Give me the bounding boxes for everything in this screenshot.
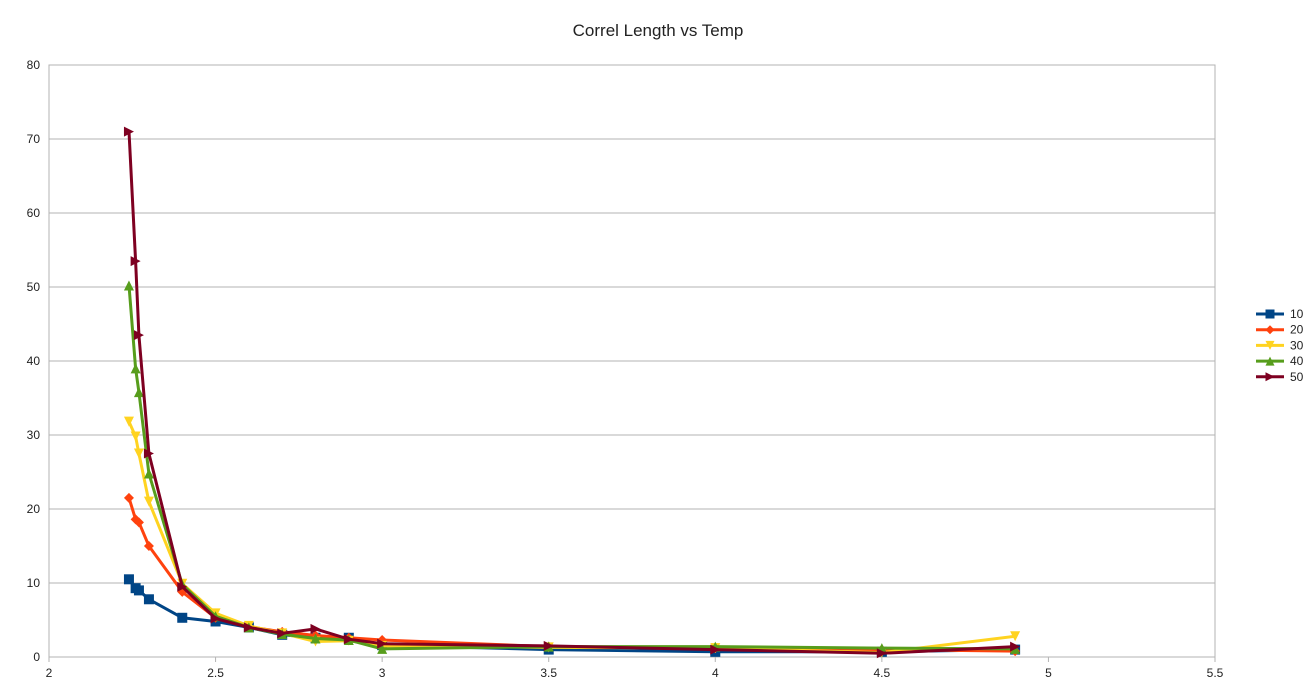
data-point-triangle-down bbox=[130, 431, 141, 442]
y-tick-label: 70 bbox=[27, 132, 41, 146]
legend-entry-20: 20 bbox=[1256, 323, 1304, 337]
x-tick-label: 2 bbox=[46, 666, 53, 680]
data-point-triangle-right bbox=[133, 330, 144, 341]
legend-label: 50 bbox=[1290, 370, 1304, 384]
legend-label: 30 bbox=[1290, 338, 1304, 352]
data-point-diamond bbox=[133, 517, 144, 528]
x-tick-label: 5 bbox=[1045, 666, 1052, 680]
x-tick-label: 3.5 bbox=[540, 666, 557, 680]
series-10 bbox=[123, 574, 1021, 657]
data-point-triangle-up bbox=[130, 363, 141, 374]
data-point-diamond bbox=[143, 541, 154, 551]
series-line-10 bbox=[127, 578, 1016, 654]
data-point-square bbox=[133, 585, 144, 596]
data-point-diamond bbox=[1265, 325, 1275, 335]
x-tick-label: 4.5 bbox=[874, 666, 891, 680]
series-30 bbox=[123, 416, 1021, 658]
data-point-triangle-up bbox=[133, 387, 144, 398]
legend-label: 10 bbox=[1290, 307, 1304, 321]
data-point-triangle-right bbox=[143, 448, 154, 459]
data-point-triangle-down bbox=[133, 448, 144, 459]
data-point-triangle-right bbox=[543, 640, 554, 651]
series-40 bbox=[123, 280, 1021, 654]
data-point-triangle-down bbox=[143, 496, 154, 507]
data-point-triangle-up bbox=[1265, 356, 1275, 366]
chart-title: Correl Length vs Temp bbox=[573, 21, 744, 40]
data-point-triangle-right bbox=[343, 634, 354, 645]
data-point-triangle-right bbox=[210, 613, 221, 624]
series-lines bbox=[123, 126, 1021, 659]
y-tick-label: 0 bbox=[33, 650, 40, 664]
x-tick-label: 3 bbox=[379, 666, 386, 680]
y-tick-label: 80 bbox=[27, 58, 41, 72]
legend-entry-40: 40 bbox=[1256, 354, 1304, 368]
legend-entry-50: 50 bbox=[1256, 370, 1304, 384]
data-point-square bbox=[177, 612, 188, 623]
data-point-triangle-right bbox=[1265, 372, 1275, 382]
legend-label: 40 bbox=[1290, 354, 1304, 368]
x-tick-label: 5.5 bbox=[1207, 666, 1224, 680]
data-point-triangle-down bbox=[1010, 631, 1021, 642]
data-point-triangle-up bbox=[143, 468, 154, 479]
y-tick-label: 30 bbox=[27, 428, 41, 442]
series-line-40 bbox=[127, 285, 1016, 651]
data-point-triangle-right bbox=[710, 644, 721, 655]
data-point-triangle-right bbox=[277, 628, 288, 639]
legend-entry-10: 10 bbox=[1256, 307, 1304, 321]
y-axis-tick-labels: 0 10 20 30 40 50 60 70 80 bbox=[27, 58, 41, 664]
series-line-30 bbox=[127, 421, 1016, 655]
data-point-triangle-right bbox=[243, 622, 254, 633]
data-point-triangle-right bbox=[377, 638, 388, 649]
data-point-triangle-down bbox=[1265, 340, 1275, 350]
x-tick-label: 2.5 bbox=[207, 666, 224, 680]
data-point-triangle-up bbox=[123, 280, 134, 291]
y-tick-label: 40 bbox=[27, 354, 41, 368]
data-point-triangle-right bbox=[177, 581, 188, 592]
gridlines bbox=[48, 64, 1216, 662]
data-point-triangle-up bbox=[377, 643, 388, 654]
x-axis-tick-labels: 2 2.5 3 3.5 4 4.5 5 5.5 bbox=[46, 666, 1224, 680]
data-point-diamond bbox=[123, 492, 134, 503]
y-tick-label: 20 bbox=[27, 502, 41, 516]
y-tick-label: 10 bbox=[27, 576, 41, 590]
data-point-triangle-right bbox=[123, 126, 134, 137]
data-point-square bbox=[1265, 309, 1275, 319]
data-point-triangle-right bbox=[876, 648, 887, 659]
y-tick-label: 60 bbox=[27, 206, 41, 220]
data-point-triangle-up bbox=[310, 633, 321, 644]
data-point-square bbox=[123, 574, 134, 585]
x-tick-label: 4 bbox=[712, 666, 719, 680]
legend-entry-30: 30 bbox=[1256, 338, 1304, 352]
series-line-50 bbox=[127, 131, 1016, 655]
plot-area-border bbox=[48, 64, 1216, 658]
data-point-triangle-right bbox=[310, 623, 321, 634]
data-point-triangle-right bbox=[1010, 641, 1021, 652]
legend-label: 20 bbox=[1290, 323, 1304, 337]
data-point-square bbox=[143, 594, 154, 605]
y-tick-label: 50 bbox=[27, 280, 41, 294]
series-50 bbox=[123, 126, 1021, 659]
data-point-triangle-down bbox=[123, 416, 134, 427]
series-20 bbox=[123, 492, 1021, 657]
data-point-triangle-right bbox=[130, 256, 141, 267]
